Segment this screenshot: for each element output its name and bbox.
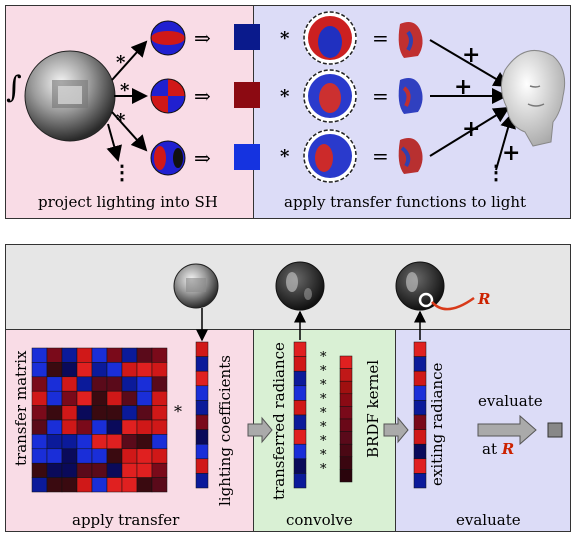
convolve-star: *	[320, 434, 327, 449]
projection-arrows	[106, 40, 148, 162]
times-symbol-2: *	[120, 80, 130, 101]
lighting-coefficient-vector	[195, 341, 209, 489]
environment-map-sphere	[24, 50, 116, 142]
transferred-radiance-vector	[293, 341, 307, 489]
lit-head-1	[398, 22, 423, 58]
result-pixel	[547, 422, 563, 438]
convolve-star: *	[320, 378, 327, 393]
times-symbol-6: *	[280, 146, 290, 167]
flow-arrow-evaluate	[477, 414, 537, 446]
convolve-star: *	[320, 448, 327, 463]
coef-square-1	[234, 24, 260, 50]
final-rendered-head	[501, 49, 566, 147]
brdf-kernel-label: BRDF kernel	[364, 360, 382, 458]
lighting-coefficients-label: lighting coefficients	[216, 355, 234, 506]
transfer-function-3	[303, 129, 357, 183]
ellipsis-symbol-left: ⋮	[112, 160, 132, 184]
implies-symbol-1: ⇒	[194, 26, 211, 50]
at-word: at	[482, 440, 497, 458]
flow-arrow-convolve-to-evaluate	[383, 416, 409, 444]
convolve-star: *	[320, 406, 327, 421]
plus-symbol-2: +	[454, 74, 473, 100]
plus-symbol-4: +	[502, 140, 521, 166]
equals-symbol-3: =	[372, 144, 389, 168]
convolve-star: *	[320, 392, 327, 407]
caption-project-lighting: project lighting into SH	[38, 193, 218, 211]
flow-arrow-apply-to-convolve	[247, 416, 273, 444]
vertical-arrows	[196, 308, 426, 342]
sum-arrows	[429, 39, 516, 171]
transfer-function-2	[303, 69, 357, 123]
coef-square-2	[234, 82, 260, 108]
reflection-ray	[431, 296, 475, 311]
exiting-radiance-vector	[413, 341, 427, 489]
times-symbol-4: *	[280, 28, 290, 49]
coef-square-3	[234, 144, 260, 170]
convolve-star: *	[320, 350, 327, 365]
times-symbol-1: *	[116, 52, 126, 73]
transfer-function-1	[303, 11, 357, 65]
R-symbol-eval: R	[501, 440, 515, 458]
times-symbol-matrix: *	[174, 402, 182, 421]
implies-symbol-2: ⇒	[194, 84, 211, 108]
convolve-star: *	[320, 364, 327, 379]
convolve-star: *	[320, 420, 327, 435]
caption-evaluate: evaluate	[456, 511, 521, 529]
exiting-radiance-label: exiting radiance	[428, 362, 446, 486]
integral-symbol: ∫	[6, 70, 22, 105]
plus-symbol-3: +	[462, 116, 481, 142]
times-symbol-3: *	[116, 110, 126, 131]
equals-symbol-1: =	[372, 26, 389, 50]
transferred-radiance-label: transferred radiance	[270, 342, 288, 500]
transfer-matrix-label: transfer matrix	[12, 350, 30, 467]
caption-apply-transfer-functions: apply transfer functions to light	[284, 193, 527, 211]
equals-symbol-2: =	[372, 84, 389, 108]
exiting-radiance-sphere	[395, 261, 445, 311]
evaluate-word: evaluate	[478, 392, 543, 410]
convolve-star: *	[320, 462, 327, 477]
ellipsis-symbol-right: ⋮	[486, 160, 506, 184]
brdf-kernel-vector	[339, 355, 353, 483]
plus-symbol-1: +	[462, 42, 481, 68]
lighting-sphere	[173, 263, 219, 309]
sh-basis-1	[150, 20, 186, 56]
implies-symbol-3: ⇒	[194, 146, 211, 170]
caption-convolve: convolve	[286, 511, 353, 529]
times-symbol-5: *	[280, 86, 290, 107]
lit-head-2	[398, 78, 423, 114]
caption-apply-transfer: apply transfer	[72, 511, 180, 529]
sh-basis-2	[150, 78, 186, 114]
R-symbol-ray: R	[478, 290, 491, 308]
sh-basis-3	[150, 140, 186, 176]
transferred-radiance-sphere	[275, 261, 325, 311]
lit-head-3	[398, 138, 423, 174]
transfer-matrix-grid	[31, 347, 168, 493]
at-R-label: at R	[482, 440, 514, 458]
